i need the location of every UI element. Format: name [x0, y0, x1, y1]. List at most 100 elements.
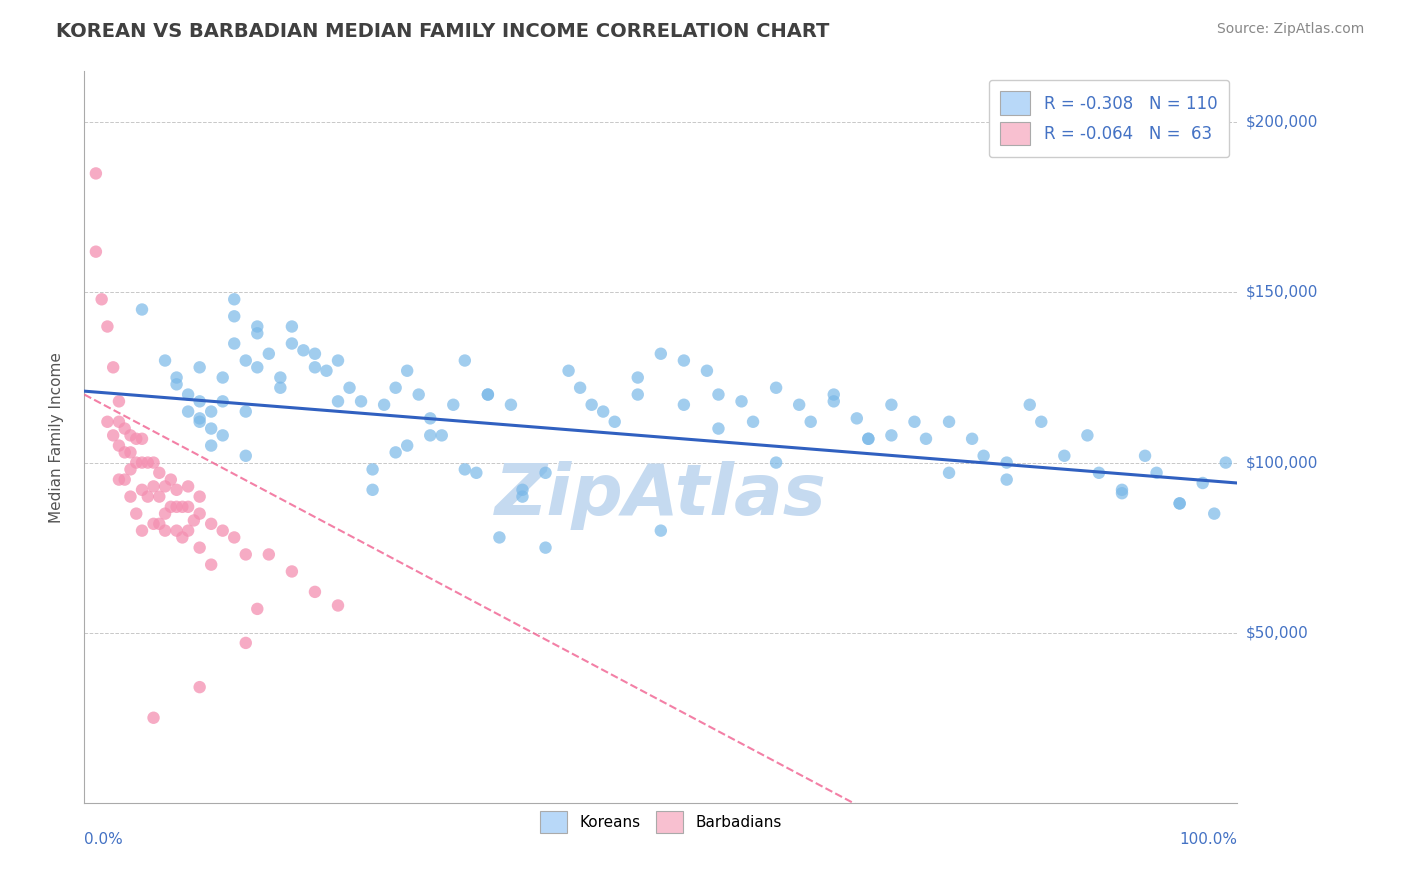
Point [396, 439, 419, 453]
Point [120, 445, 142, 459]
Point [627, 387, 650, 401]
Point [281, 319, 304, 334]
Point [235, 404, 257, 418]
Point [235, 636, 257, 650]
Y-axis label: Median Family Income: Median Family Income [49, 351, 63, 523]
Point [1168, 496, 1191, 510]
Point [765, 381, 787, 395]
Point [569, 381, 592, 395]
Point [188, 541, 211, 555]
Point [84, 166, 107, 180]
Point [177, 500, 200, 514]
Point [707, 421, 730, 435]
Point [1031, 415, 1053, 429]
Legend: Koreans, Barbadians: Koreans, Barbadians [534, 805, 787, 839]
Point [136, 490, 159, 504]
Point [384, 445, 406, 459]
Point [211, 394, 233, 409]
Point [136, 456, 159, 470]
Point [499, 398, 522, 412]
Point [973, 449, 995, 463]
Point [166, 524, 188, 538]
Point [627, 370, 650, 384]
Text: $150,000: $150,000 [1246, 285, 1317, 300]
Point [730, 394, 752, 409]
Point [235, 548, 257, 562]
Point [108, 394, 131, 409]
Point [103, 428, 124, 442]
Point [454, 462, 477, 476]
Point [131, 302, 153, 317]
Point [108, 415, 131, 429]
Point [938, 466, 960, 480]
Point [200, 404, 222, 418]
Point [326, 599, 349, 613]
Point [1088, 466, 1111, 480]
Point [114, 473, 136, 487]
Point [172, 531, 194, 545]
Point [534, 466, 557, 480]
Point [765, 456, 787, 470]
Point [224, 293, 246, 307]
Point [131, 524, 153, 538]
Point [142, 711, 165, 725]
Point [1168, 496, 1191, 510]
Point [166, 377, 188, 392]
Point [1018, 398, 1040, 412]
Point [148, 466, 170, 480]
Point [1204, 507, 1226, 521]
Point [672, 398, 695, 412]
Point [1053, 449, 1076, 463]
Point [477, 387, 499, 401]
Point [787, 398, 810, 412]
Point [326, 353, 349, 368]
Point [211, 428, 233, 442]
Point [153, 524, 176, 538]
Text: $200,000: $200,000 [1246, 115, 1317, 130]
Point [188, 394, 211, 409]
Point [800, 415, 823, 429]
Point [534, 541, 557, 555]
Point [823, 387, 845, 401]
Point [200, 421, 222, 435]
Point [188, 411, 211, 425]
Point [339, 381, 361, 395]
Point [103, 360, 124, 375]
Point [1215, 456, 1237, 470]
Text: ZipAtlas: ZipAtlas [495, 461, 827, 530]
Point [858, 432, 880, 446]
Point [224, 531, 246, 545]
Point [257, 347, 280, 361]
Point [125, 507, 148, 521]
Point [120, 462, 142, 476]
Point [224, 310, 246, 324]
Point [315, 364, 337, 378]
Point [125, 456, 148, 470]
Point [1111, 486, 1133, 500]
Point [131, 483, 153, 497]
Point [224, 336, 246, 351]
Point [512, 483, 534, 497]
Point [903, 415, 925, 429]
Text: 0.0%: 0.0% [84, 832, 124, 847]
Point [430, 428, 453, 442]
Point [845, 411, 868, 425]
Point [465, 466, 488, 480]
Point [257, 548, 280, 562]
Point [153, 479, 176, 493]
Point [177, 479, 200, 493]
Point [858, 432, 880, 446]
Point [269, 370, 291, 384]
Point [125, 432, 148, 446]
Point [396, 364, 419, 378]
Point [153, 507, 176, 521]
Point [304, 360, 326, 375]
Point [281, 336, 304, 351]
Point [696, 364, 718, 378]
Point [326, 394, 349, 409]
Point [211, 370, 233, 384]
Point [188, 680, 211, 694]
Point [114, 421, 136, 435]
Point [235, 449, 257, 463]
Text: Source: ZipAtlas.com: Source: ZipAtlas.com [1216, 22, 1364, 37]
